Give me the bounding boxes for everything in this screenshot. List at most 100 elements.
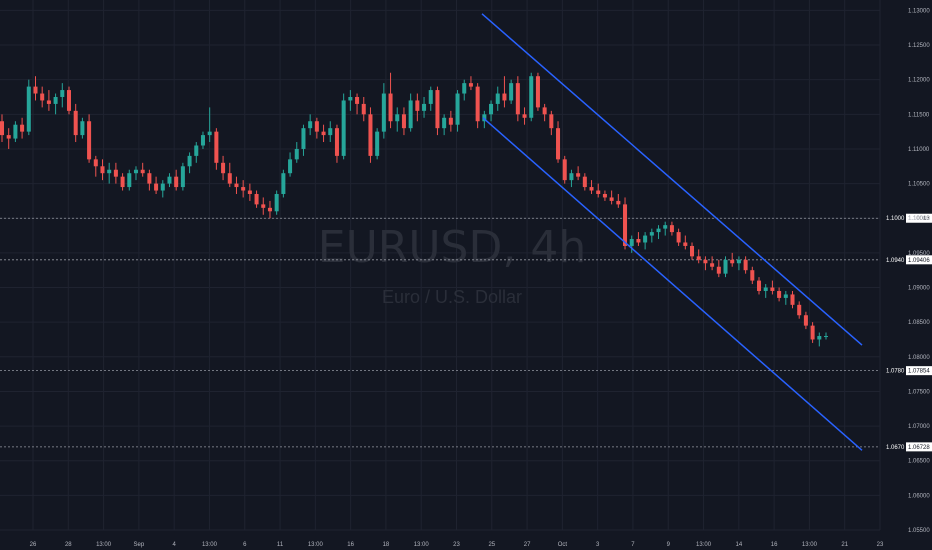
candle[interactable] xyxy=(234,176,239,194)
candle[interactable] xyxy=(629,235,634,253)
candle[interactable] xyxy=(261,197,266,215)
candle[interactable] xyxy=(576,166,581,181)
candle[interactable] xyxy=(288,152,293,177)
candle[interactable] xyxy=(750,266,755,285)
candle[interactable] xyxy=(401,107,406,136)
candle[interactable] xyxy=(66,86,72,115)
candle[interactable] xyxy=(529,72,534,122)
candle[interactable] xyxy=(797,301,802,319)
candle[interactable] xyxy=(26,79,31,136)
candle[interactable] xyxy=(649,228,654,243)
candle[interactable] xyxy=(194,142,199,163)
candle[interactable] xyxy=(267,200,272,219)
candle[interactable] xyxy=(415,93,420,122)
candle[interactable] xyxy=(475,83,480,129)
candle[interactable] xyxy=(783,290,788,305)
candle[interactable] xyxy=(770,280,775,295)
candle[interactable] xyxy=(395,107,400,132)
candle[interactable] xyxy=(803,311,808,330)
candle[interactable] xyxy=(656,225,661,240)
candle[interactable] xyxy=(375,128,380,160)
candle[interactable] xyxy=(489,100,494,122)
candle[interactable] xyxy=(13,121,18,143)
candle[interactable] xyxy=(462,79,467,101)
candle[interactable] xyxy=(448,110,453,132)
candle[interactable] xyxy=(495,86,500,111)
candle[interactable] xyxy=(522,107,527,125)
candle[interactable] xyxy=(435,86,440,136)
candle[interactable] xyxy=(422,96,427,118)
candle[interactable] xyxy=(6,128,11,149)
candle[interactable] xyxy=(348,90,353,111)
candles[interactable] xyxy=(0,72,829,347)
candle[interactable] xyxy=(281,169,286,198)
candle[interactable] xyxy=(602,190,607,201)
candle[interactable] xyxy=(442,114,447,136)
candle[interactable] xyxy=(616,193,621,208)
candle[interactable] xyxy=(723,256,728,278)
candle[interactable] xyxy=(221,155,226,181)
candle[interactable] xyxy=(562,155,567,184)
candle[interactable] xyxy=(167,173,172,188)
candle[interactable] xyxy=(428,86,433,111)
candle[interactable] xyxy=(127,169,132,191)
candle[interactable] xyxy=(247,183,252,201)
candle[interactable] xyxy=(361,96,366,122)
candle[interactable] xyxy=(623,197,628,250)
candle[interactable] xyxy=(147,169,152,191)
candle[interactable] xyxy=(200,131,205,149)
candle[interactable] xyxy=(710,256,715,271)
candle[interactable] xyxy=(321,124,326,143)
candle[interactable] xyxy=(736,256,741,271)
candle[interactable] xyxy=(515,76,520,122)
candle[interactable] xyxy=(60,83,65,108)
candle[interactable] xyxy=(763,284,768,298)
candle[interactable] xyxy=(355,93,360,115)
candle[interactable] xyxy=(174,169,179,191)
candle[interactable] xyxy=(643,232,648,250)
candle[interactable] xyxy=(187,152,192,174)
candle[interactable] xyxy=(180,162,185,191)
candle[interactable] xyxy=(214,128,219,170)
candle[interactable] xyxy=(241,180,246,198)
candle[interactable] xyxy=(569,169,574,188)
candle[interactable] xyxy=(756,277,762,295)
candle[interactable] xyxy=(207,107,212,143)
candle[interactable] xyxy=(589,180,594,194)
candle[interactable] xyxy=(368,107,373,163)
candle[interactable] xyxy=(777,287,782,302)
candle[interactable] xyxy=(468,76,473,91)
candle[interactable] xyxy=(636,232,641,246)
candle[interactable] xyxy=(227,162,232,188)
candle[interactable] xyxy=(502,76,507,108)
candle[interactable] xyxy=(408,93,413,132)
candle[interactable] xyxy=(40,86,45,108)
candle[interactable] xyxy=(542,103,547,122)
candle[interactable] xyxy=(93,155,98,177)
candle[interactable] xyxy=(790,290,795,309)
candle[interactable] xyxy=(120,173,125,191)
channel-upper-line[interactable] xyxy=(481,13,863,346)
candle[interactable] xyxy=(663,221,668,236)
time-axis[interactable]: 26 28 13:00 Sep 4 13:00 6 11 13:00 16 18 13:00 23 25 2… xyxy=(30,542,884,548)
candle[interactable] xyxy=(73,103,78,143)
candle[interactable] xyxy=(730,252,735,267)
candle[interactable] xyxy=(133,166,138,181)
candle[interactable] xyxy=(743,256,748,274)
candle[interactable] xyxy=(582,173,587,191)
candle[interactable] xyxy=(690,242,695,260)
candle[interactable] xyxy=(609,190,614,205)
candle[interactable] xyxy=(46,90,51,111)
candle[interactable] xyxy=(556,121,561,163)
candle[interactable] xyxy=(328,121,333,143)
candle[interactable] xyxy=(20,117,25,139)
candle[interactable] xyxy=(669,221,674,236)
candle[interactable] xyxy=(100,159,105,181)
channel-lower-line[interactable] xyxy=(482,117,863,451)
candle[interactable] xyxy=(314,117,319,139)
candle[interactable] xyxy=(509,79,514,104)
candle[interactable] xyxy=(676,228,681,246)
candle[interactable] xyxy=(381,83,386,139)
candle[interactable] xyxy=(596,183,601,198)
